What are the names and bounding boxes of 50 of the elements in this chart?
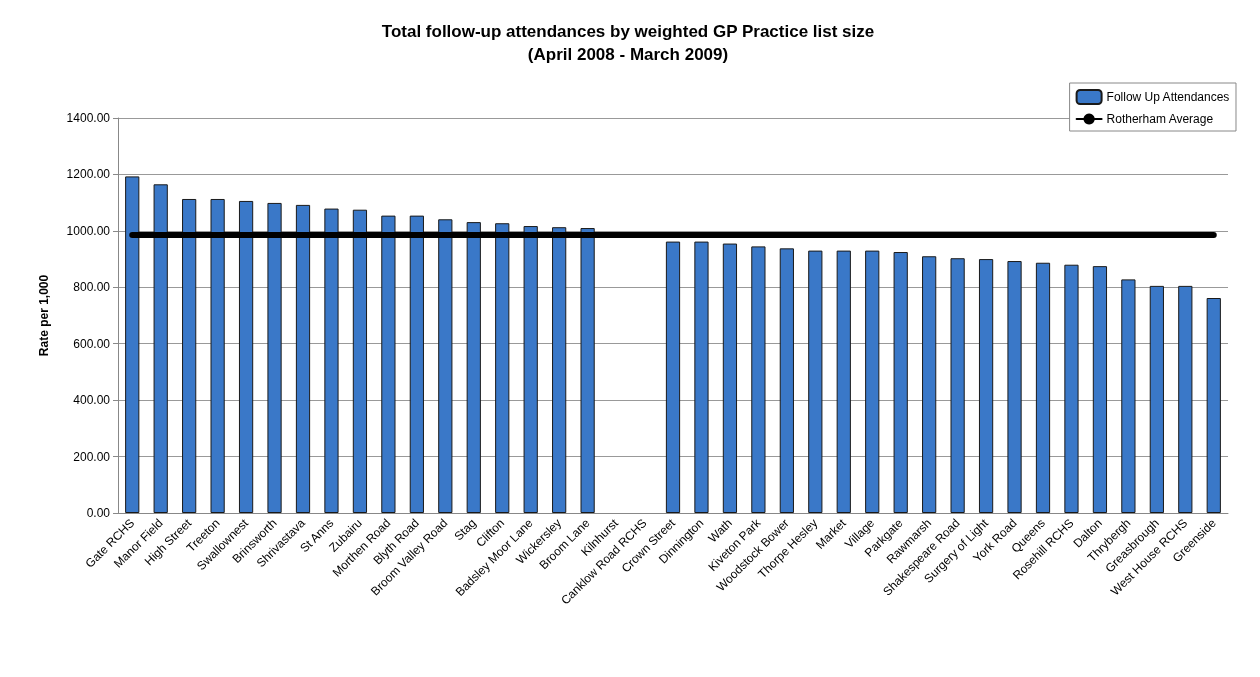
bar	[466, 222, 481, 513]
y-tick-label: 1200.00	[66, 167, 111, 182]
bar	[552, 227, 567, 513]
legend-label: Follow Up Attendances	[1106, 90, 1230, 104]
bar	[352, 209, 368, 513]
bar	[808, 250, 823, 513]
bar	[495, 223, 510, 513]
bar	[1035, 262, 1051, 513]
y-tick-label: 800.00	[73, 280, 111, 295]
y-axis-title: Rate per 1,000	[37, 274, 51, 357]
bar	[580, 228, 595, 513]
y-tick-label: 400.00	[73, 393, 111, 408]
y-tick-label: 1400.00	[66, 111, 111, 125]
bar	[409, 215, 424, 513]
legend-label: Rotherham Average	[1106, 112, 1214, 126]
y-tick-label: 600.00	[73, 336, 111, 351]
bar	[523, 226, 538, 513]
bar	[295, 204, 311, 513]
bar	[836, 250, 851, 513]
y-tick-label: 200.00	[73, 449, 111, 464]
bar	[125, 176, 140, 513]
bar	[893, 252, 908, 513]
bar	[1149, 285, 1164, 513]
bar	[978, 259, 994, 513]
bar	[751, 246, 766, 513]
bar	[182, 198, 197, 513]
bar	[324, 208, 339, 513]
bar	[1064, 264, 1079, 513]
bar	[381, 215, 396, 513]
bar	[1121, 279, 1136, 513]
bar	[922, 256, 937, 513]
bar	[865, 250, 880, 513]
bar	[694, 241, 709, 513]
bar	[210, 198, 225, 513]
bar	[1206, 298, 1221, 513]
y-tick-label: 0.00	[86, 506, 111, 520]
bar	[950, 258, 965, 513]
bar	[153, 184, 168, 513]
bar	[779, 248, 794, 513]
bar	[1178, 285, 1193, 513]
chart-subtitle: (April 2008 - March 2009)	[527, 45, 729, 64]
bar	[1092, 266, 1108, 513]
bar	[238, 200, 254, 513]
y-tick-label: 1000.00	[66, 223, 111, 238]
bar	[1007, 261, 1022, 513]
bar	[665, 241, 681, 513]
bar	[438, 219, 453, 513]
bar	[267, 202, 282, 513]
chart-title: Total follow-up attendances by weighted GP Practice list size	[381, 22, 875, 41]
bar	[722, 243, 738, 513]
